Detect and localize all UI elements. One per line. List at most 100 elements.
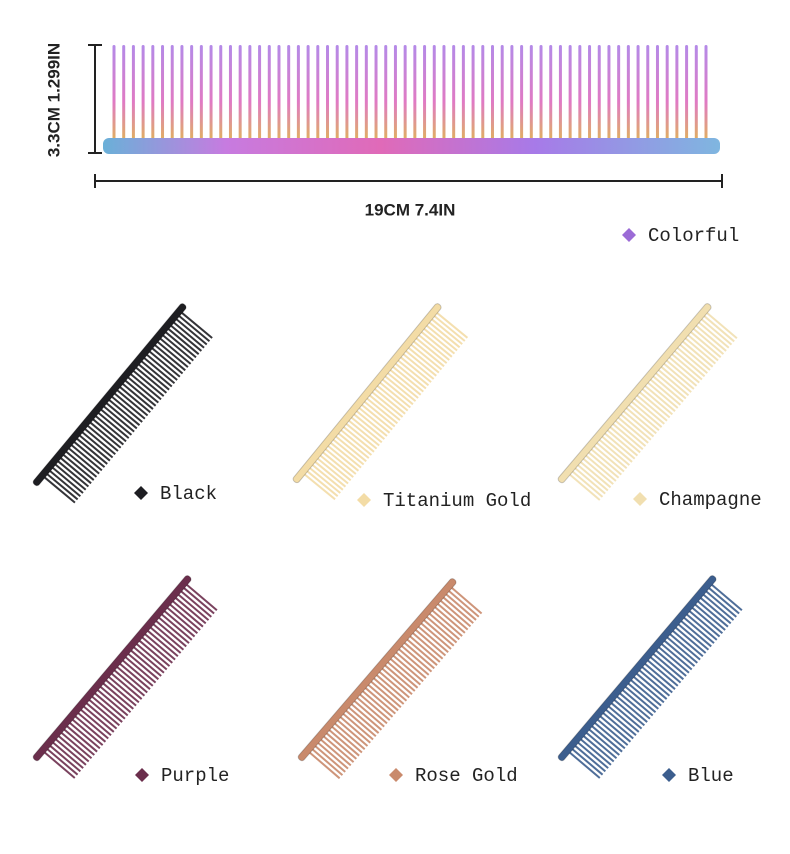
comb-tooth — [303, 473, 336, 501]
comb-tooth — [97, 411, 130, 439]
comb-tooth — [325, 732, 358, 760]
comb-tooth — [588, 45, 592, 140]
comb-spine — [297, 578, 457, 762]
comb-tooth — [99, 685, 132, 713]
comb-tooth — [596, 718, 629, 746]
comb-tooth — [168, 603, 201, 631]
comb-tooth — [607, 45, 611, 140]
comb-tooth — [665, 45, 669, 140]
comb-tooth — [510, 45, 514, 140]
comb-tooth — [574, 744, 607, 773]
comb-tooth — [670, 352, 703, 381]
comb-tooth — [576, 463, 609, 492]
comb-tooth — [108, 398, 141, 426]
comb-tooth — [62, 453, 95, 481]
comb-tooth — [571, 470, 604, 498]
comb-tooth — [621, 688, 654, 717]
comb-tooth — [696, 600, 729, 628]
comb-tooth — [671, 629, 704, 658]
comb-tooth — [306, 45, 310, 140]
comb-tooth — [153, 343, 186, 372]
comb-tooth — [384, 45, 388, 140]
variant-label: Titanium Gold — [383, 490, 531, 512]
comb-tooth — [633, 397, 665, 425]
comb-tooth — [73, 440, 106, 468]
comb-spine — [103, 138, 720, 154]
comb-tooth — [306, 470, 339, 497]
comb-tooth — [311, 748, 344, 776]
comb-tooth — [686, 333, 719, 362]
comb-tooth — [568, 45, 572, 140]
comb-tooth — [403, 641, 435, 670]
comb-tooth — [316, 45, 320, 140]
comb-tooth — [149, 626, 182, 654]
comb-tooth — [328, 728, 360, 757]
variant-label: Purple — [161, 765, 229, 787]
comb-tooth — [376, 384, 409, 412]
comb-tooth — [703, 314, 735, 343]
variant-label: Colorful — [648, 225, 739, 247]
comb-tooth — [677, 623, 710, 651]
comb-tooth — [319, 738, 352, 767]
comb-tooth — [360, 403, 393, 431]
comb-tooth — [400, 644, 433, 673]
comb — [557, 575, 743, 779]
comb-tooth — [145, 353, 178, 381]
comb-tooth — [83, 427, 116, 456]
comb-tooth — [344, 709, 377, 738]
comb-tooth — [135, 642, 168, 671]
comb-tooth — [180, 45, 184, 140]
comb-tooth — [613, 698, 646, 727]
comb-tooth — [590, 448, 622, 476]
comb-tooth — [143, 356, 176, 384]
comb-tooth — [90, 695, 123, 723]
comb-tooth — [598, 438, 631, 466]
comb-tooth — [408, 635, 441, 663]
comb-tooth — [333, 722, 366, 750]
comb-tooth — [646, 381, 679, 409]
comb-tooth — [326, 45, 330, 140]
comb-tooth — [49, 744, 82, 773]
comb-tooth — [124, 655, 157, 684]
comb-tooth — [334, 435, 367, 463]
comb-tooth — [688, 609, 721, 638]
comb-tooth — [576, 741, 609, 769]
comb-tooth — [167, 327, 200, 355]
comb-tooth — [329, 441, 362, 469]
comb-tooth — [407, 346, 440, 374]
comb — [297, 578, 483, 780]
comb-tooth — [392, 654, 424, 683]
comb-tooth — [707, 586, 740, 615]
comb-tooth — [471, 45, 475, 140]
comb-tooth — [370, 390, 404, 418]
comb-tooth — [368, 394, 401, 421]
comb-tooth — [682, 616, 715, 644]
comb-tooth — [678, 343, 711, 371]
comb-tooth — [319, 454, 352, 482]
comb-tooth — [185, 583, 218, 612]
comb-tooth — [602, 711, 634, 740]
comb-tooth — [199, 45, 203, 140]
comb-tooth — [403, 45, 407, 140]
comb-tooth — [606, 428, 639, 457]
comb-tooth — [335, 45, 339, 140]
comb-tooth — [374, 45, 378, 140]
comb-tooth — [96, 688, 129, 717]
comb-tooth — [129, 372, 162, 401]
comb-tooth — [431, 609, 463, 637]
comb-tooth — [588, 728, 620, 756]
comb-tooth — [582, 457, 614, 485]
comb-tooth — [422, 618, 455, 647]
comb-tooth — [180, 311, 213, 339]
comb-tooth — [132, 369, 165, 397]
comb-tooth — [386, 660, 419, 689]
comb-tooth — [657, 368, 690, 397]
comb-tooth — [118, 385, 151, 414]
comb-tooth — [258, 45, 262, 140]
comb-tooth — [166, 606, 199, 635]
comb-tooth — [74, 715, 107, 743]
comb-tooth — [402, 352, 435, 380]
width-label: 19CM 7.4IN — [365, 200, 456, 219]
comb-tooth — [428, 612, 460, 641]
comb-tooth — [57, 460, 90, 488]
